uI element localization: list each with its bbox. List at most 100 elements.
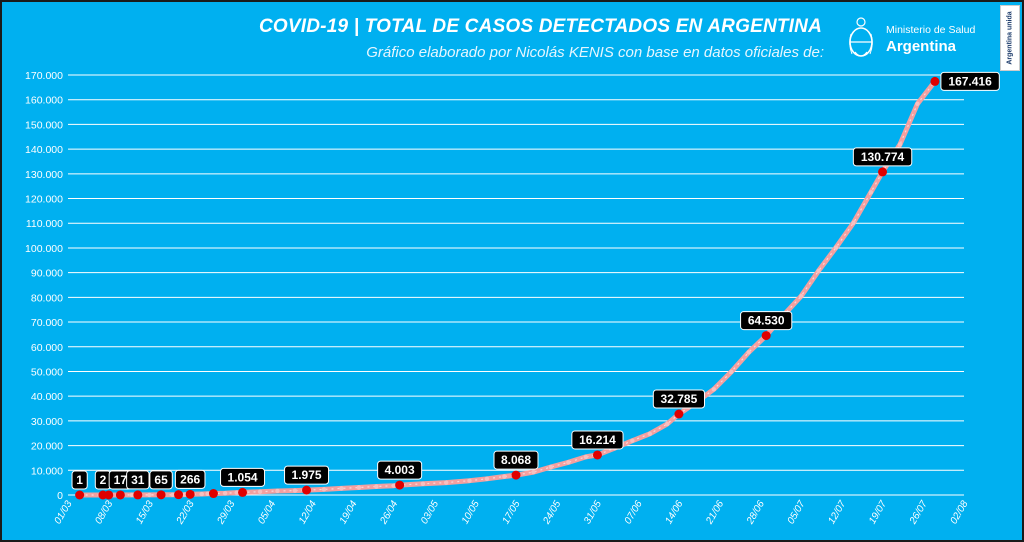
data-point <box>484 476 490 481</box>
x-tick-label: 26/07 <box>907 499 930 527</box>
data-point <box>583 454 589 460</box>
x-tick-label: 31/05 <box>582 499 604 527</box>
x-tick-label: 01/03 <box>53 499 75 527</box>
data-point <box>205 491 210 496</box>
data-label: 1 <box>76 473 83 487</box>
y-tick-label: 50.000 <box>31 366 63 378</box>
data-point <box>292 488 298 493</box>
data-point <box>833 245 839 250</box>
y-tick-label: 110.000 <box>26 218 63 230</box>
data-label-box <box>940 71 1000 91</box>
data-point <box>391 483 397 488</box>
x-tick-label: 14/06 <box>663 499 685 527</box>
x-tick-label: 29/03 <box>215 499 238 527</box>
data-point <box>851 220 856 225</box>
y-tick-label: 130.000 <box>25 169 63 181</box>
highlight-marker <box>238 487 248 497</box>
x-tick-label: 08/03 <box>93 499 115 527</box>
data-point <box>199 491 205 497</box>
y-tick-label: 120.000 <box>25 194 63 206</box>
y-tick-label: 0 <box>57 490 63 502</box>
y-tick-label: 70.000 <box>31 317 63 329</box>
data-point <box>467 478 472 483</box>
data-label-box <box>284 465 330 485</box>
data-point <box>630 438 635 443</box>
national-seal-icon <box>849 17 873 57</box>
data-point <box>420 481 426 487</box>
x-tick-label: 19/07 <box>867 499 889 527</box>
data-point <box>746 350 751 355</box>
x-tick-label: 19/04 <box>338 499 360 527</box>
data-point <box>531 469 536 475</box>
y-tick-label: 60.000 <box>31 342 63 354</box>
data-point <box>816 268 821 274</box>
data-point <box>275 488 280 494</box>
data-point <box>234 490 239 495</box>
data-point <box>257 489 263 494</box>
chart-title: COVID-19 | TOTAL DE CASOS DETECTADOS EN … <box>259 16 822 37</box>
data-label-box <box>493 450 539 470</box>
data-label: 167.416 <box>948 74 992 88</box>
data-label-box <box>571 430 624 450</box>
highlight-marker <box>592 450 602 460</box>
ministry-name: Ministerio de Salud <box>886 24 976 36</box>
x-tick-label: 05/07 <box>786 499 808 527</box>
y-tick-label: 150.000 <box>25 119 63 131</box>
y-tick-label: 40.000 <box>31 391 63 403</box>
data-point <box>339 486 344 491</box>
data-point <box>170 492 175 497</box>
data-point <box>321 487 327 492</box>
data-point <box>356 485 362 490</box>
data-point <box>182 492 187 497</box>
data-label-box <box>652 389 706 409</box>
data-label-box <box>220 467 266 487</box>
data-point <box>647 431 653 437</box>
data-label: 1.975 <box>292 468 322 482</box>
data-label: 266 <box>180 472 200 486</box>
y-tick-label: 140.000 <box>25 144 63 156</box>
data-label: 64.530 <box>748 314 785 328</box>
highlight-marker <box>174 490 184 500</box>
highlight-marker <box>878 167 888 177</box>
data-point <box>129 492 135 498</box>
data-label-box <box>71 470 88 490</box>
data-label-box <box>852 147 913 167</box>
data-label: 2 <box>100 473 107 487</box>
data-label: 4.003 <box>385 463 415 477</box>
x-tick-label: 15/03 <box>134 499 156 527</box>
data-point <box>566 460 571 465</box>
highlight-marker <box>302 485 312 495</box>
data-point <box>222 490 228 496</box>
data-label: 32.785 <box>661 392 698 406</box>
chart-subtitle: Gráfico elaborado por Nicolás KENIS con … <box>366 44 824 61</box>
data-label: 130.774 <box>861 150 905 164</box>
highlight-marker <box>511 470 521 480</box>
highlight-marker <box>156 490 166 500</box>
data-label-box <box>174 469 206 489</box>
data-point <box>711 387 717 392</box>
highlight-marker <box>930 76 940 86</box>
x-tick-label: 07/06 <box>623 499 645 527</box>
x-tick-label: 05/04 <box>256 499 278 527</box>
x-tick-label: 17/05 <box>501 499 523 527</box>
data-label: 1.054 <box>228 470 258 484</box>
x-tick-label: 24/05 <box>541 499 564 527</box>
highlight-marker <box>208 489 218 499</box>
data-label: 17 <box>114 473 128 487</box>
data-label-box <box>126 470 150 490</box>
data-label: 31 <box>131 473 145 487</box>
data-label-box <box>377 460 423 480</box>
highlight-marker <box>395 480 405 490</box>
y-tick-label: 100.000 <box>25 243 63 255</box>
x-tick-label: 10/05 <box>460 499 482 527</box>
y-tick-label: 30.000 <box>31 416 63 428</box>
data-label: 65 <box>154 473 168 487</box>
highlight-marker <box>115 490 125 500</box>
data-point <box>374 484 379 489</box>
x-tick-label: 12/07 <box>826 499 848 527</box>
data-label-box <box>740 311 793 331</box>
data-point <box>915 101 920 107</box>
data-point <box>798 294 804 299</box>
